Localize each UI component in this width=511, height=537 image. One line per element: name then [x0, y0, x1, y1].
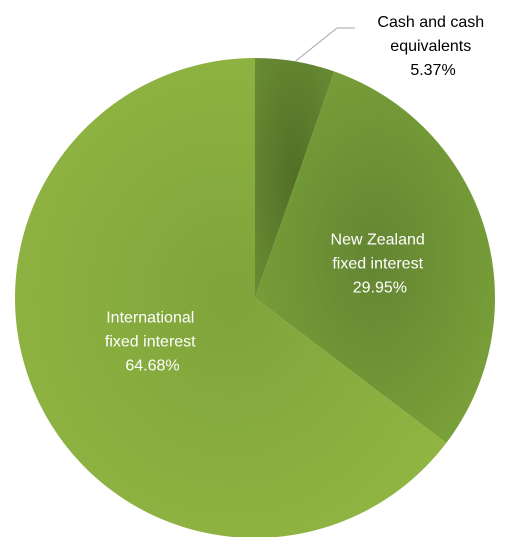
- slice-cash-and-cash-equivalents: [255, 58, 335, 298]
- pie-slices: [15, 58, 496, 537]
- slice-label-line-1: International: [106, 309, 194, 326]
- slice-label-value: 29.95%: [353, 279, 407, 296]
- svg-text:Cash and cash equivalent: Cash and cash equivalents 5.37%: [377, 14, 488, 79]
- slice-label-line-2: fixed interest: [105, 333, 196, 350]
- slice-label-value: 5.37%: [410, 62, 455, 79]
- slice-label-cash-and-cash-equivalents: Cash and cash equivalents 5.37%: [377, 14, 488, 79]
- slice-label-value: 64.68%: [125, 357, 179, 374]
- slice-international-fixed-interest: [15, 58, 447, 537]
- callout-leader-line: [294, 27, 355, 62]
- slice-label-international-fixed-interest: International fixed interest 64.68%: [105, 309, 200, 374]
- slice-label-line-1: New Zealand: [331, 231, 425, 248]
- slice-label-line-1: Cash and cash: [377, 14, 484, 31]
- svg-text:International fixed inte: International fixed interest 64.68%: [105, 309, 200, 374]
- slice-label-line-2: equivalents: [390, 38, 471, 55]
- slice-label-new-zealand-fixed-interest: New Zealand fixed interest 29.95%: [331, 231, 430, 296]
- slice-label-line-2: fixed interest: [332, 255, 423, 272]
- slice-new-zealand-fixed-interest: [255, 71, 496, 443]
- svg-text:New Zealand fixed intere: New Zealand fixed interest 29.95%: [331, 231, 430, 296]
